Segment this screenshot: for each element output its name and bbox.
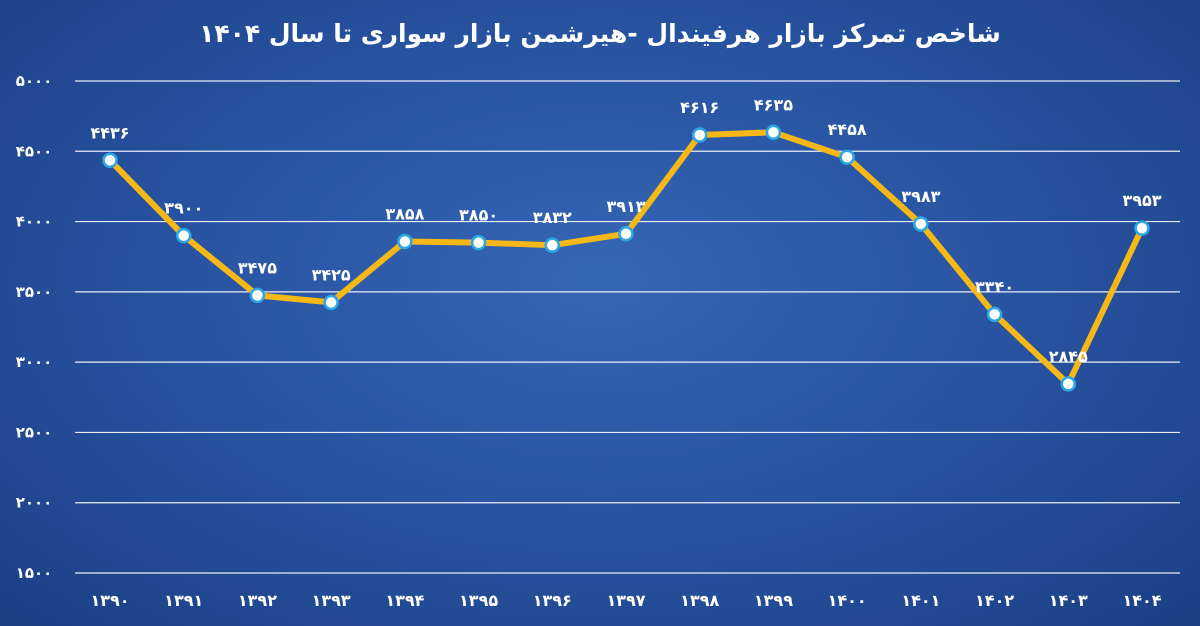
x-tick-label: ۱۳۹۴ xyxy=(385,591,424,610)
chart-title: شاخص تمرکز بازار هرفیندال -هیرشمن بازار … xyxy=(199,19,1001,49)
x-tick-label: ۱۳۹۰ xyxy=(90,591,129,610)
x-tick-label: ۱۴۰۲ xyxy=(975,591,1014,610)
data-label: ۳۹۵۳ xyxy=(1122,191,1161,210)
x-tick-label: ۱۳۹۶ xyxy=(533,591,572,610)
x-tick-label: ۱۳۹۳ xyxy=(312,591,351,610)
data-label: ۳۸۳۲ xyxy=(533,208,572,227)
x-tick-label: ۱۳۹۸ xyxy=(680,591,719,610)
data-point xyxy=(1060,376,1077,392)
data-label: ۳۴۷۵ xyxy=(238,258,277,277)
y-tick-label: ۲۵۰۰ xyxy=(16,423,53,441)
gridlines xyxy=(75,80,1180,574)
data-point xyxy=(986,306,1003,323)
data-point xyxy=(839,149,855,165)
y-tick-label: ۵۰۰۰ xyxy=(16,72,53,90)
y-tick-label: ۱۵۰۰ xyxy=(16,564,53,582)
data-point xyxy=(102,152,118,169)
data-point xyxy=(249,287,266,304)
y-tick-label: ۴۰۰۰ xyxy=(16,213,53,231)
data-point xyxy=(913,216,929,232)
data-point xyxy=(691,127,708,143)
data-label: ۳۴۲۵ xyxy=(312,265,351,284)
data-label: ۳۹۱۳ xyxy=(606,197,645,216)
data-points xyxy=(102,124,1150,392)
data-point xyxy=(323,294,339,311)
data-label: ۴۴۳۶ xyxy=(90,123,129,142)
data-label: ۳۸۵۰ xyxy=(459,206,498,225)
data-label: ۴۶۳۵ xyxy=(754,95,793,114)
x-tick-label: ۱۳۹۵ xyxy=(459,591,498,610)
y-axis-ticks: ۱۵۰۰ ۲۰۰۰ ۲۵۰۰ ۳۰۰۰ ۳۵۰۰ ۴۰۰۰ ۴۵۰۰ ۵۰۰۰ xyxy=(16,72,53,582)
data-point xyxy=(618,226,634,242)
y-tick-label: ۴۵۰۰ xyxy=(16,142,53,160)
y-tick-label: ۳۵۰۰ xyxy=(16,283,53,301)
x-tick-label: ۱۳۹۷ xyxy=(606,591,645,610)
data-point xyxy=(175,227,192,244)
data-label: ۳۹۰۰ xyxy=(164,199,203,218)
data-label: ۴۴۵۸ xyxy=(828,120,867,139)
data-label: ۴۶۱۶ xyxy=(680,98,719,117)
data-point xyxy=(544,237,561,253)
data-point xyxy=(765,124,782,141)
x-tick-label: ۱۴۰۳ xyxy=(1049,591,1088,610)
data-label: ۳۳۴۰ xyxy=(975,277,1014,296)
data-point xyxy=(1134,220,1150,236)
data-label: ۳۹۸۳ xyxy=(901,187,940,206)
x-tick-label: ۱۴۰۴ xyxy=(1122,591,1161,610)
data-point xyxy=(397,233,413,250)
data-label: ۳۸۵۸ xyxy=(385,205,424,224)
x-tick-label: ۱۴۰۱ xyxy=(901,591,940,610)
data-point xyxy=(470,234,487,251)
x-axis-ticks: ۱۳۹۰ ۱۳۹۱ ۱۳۹۲ ۱۳۹۳ ۱۳۹۴ ۱۳۹۵ ۱۳۹۶ ۱۳۹۷ ۱۳۹۸ ۱۳۹۹… xyxy=(90,591,1161,610)
y-tick-label: ۲۰۰۰ xyxy=(16,494,53,512)
data-labels: ۴۴۳۶ ۳۹۰۰ ۳۴۷۵ ۳۴۲۵ ۳۸۵۸ ۳۸۵۰ ۳۸۳۲ ۳۹۱۳ ۴۶۱۶ ۴۶۳۵… xyxy=(90,95,1161,366)
x-tick-label: ۱۳۹۹ xyxy=(754,591,793,610)
x-tick-label: ۱۴۰۰ xyxy=(828,591,867,610)
data-label: ۲۸۴۵ xyxy=(1049,347,1088,366)
x-tick-label: ۱۳۹۲ xyxy=(238,591,277,610)
x-tick-label: ۱۳۹۱ xyxy=(164,591,203,610)
y-tick-label: ۳۰۰۰ xyxy=(16,353,53,371)
